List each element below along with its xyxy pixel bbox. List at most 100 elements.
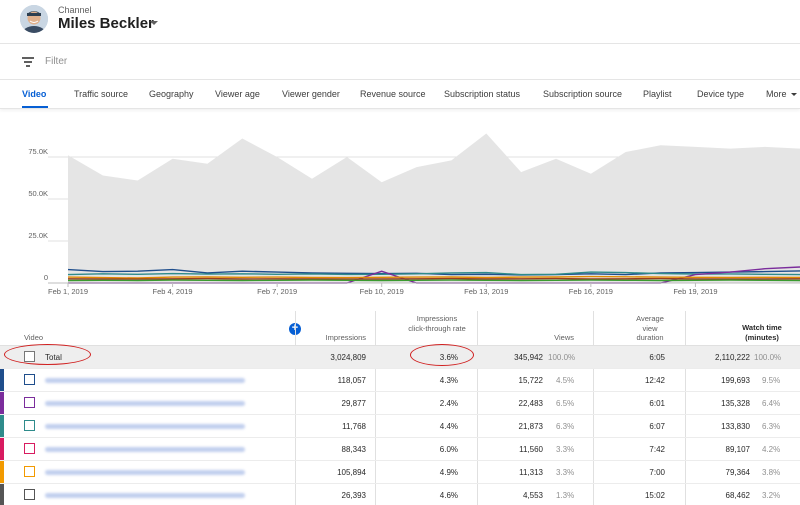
dimension-tabs: Video Traffic source Geography Viewer ag… <box>0 81 800 109</box>
blurred-video-title[interactable] <box>45 493 245 498</box>
watch-time-percent: 6.4% <box>762 399 781 408</box>
series-line <box>67 275 800 279</box>
tab-device-type[interactable]: Device type <box>697 89 745 99</box>
filter-bar[interactable]: Filter <box>0 45 800 80</box>
total-label: Total <box>45 353 62 362</box>
y-tick-label: 25.0K <box>28 231 48 240</box>
avatar[interactable] <box>20 5 48 33</box>
views-cell: 345,942 <box>514 353 543 362</box>
ctr-cell: 4.4% <box>439 422 458 431</box>
ctr-cell: 4.6% <box>439 491 458 500</box>
x-tick-label: Feb 7, 2019 <box>257 287 297 296</box>
x-tick-label: Feb 4, 2019 <box>153 287 193 296</box>
tab-viewer-gender[interactable]: Viewer gender <box>282 89 340 99</box>
series-color-bar <box>0 484 4 505</box>
table-row[interactable]: 88,343 6.0% 11,560 3.3% 7:42 89,107 4.2% <box>0 438 800 461</box>
column-divider <box>295 311 296 505</box>
y-tick-label: 0 <box>44 273 48 282</box>
header-ctr[interactable]: Impressions click-through rate <box>408 314 466 333</box>
avd-cell: 7:42 <box>649 445 665 454</box>
series-line <box>67 277 800 280</box>
tab-viewer-age[interactable]: Viewer age <box>215 89 260 99</box>
column-divider <box>477 311 478 505</box>
row-checkbox[interactable] <box>24 397 35 408</box>
tab-traffic-source[interactable]: Traffic source <box>74 89 129 99</box>
impressions-cell: 88,343 <box>341 445 366 454</box>
tab-revenue-source[interactable]: Revenue source <box>360 89 426 99</box>
series-color-bar <box>0 415 4 437</box>
filter-input[interactable]: Filter <box>45 56 68 67</box>
avd-cell: 12:42 <box>644 376 665 385</box>
views-percent: 6.3% <box>556 422 575 431</box>
avd-cell: 6:01 <box>649 399 665 408</box>
views-percent: 6.5% <box>556 399 575 408</box>
tab-subscription-status[interactable]: Subscription status <box>444 89 521 99</box>
views-cell: 4,553 <box>522 491 543 500</box>
series-line <box>67 271 800 276</box>
column-divider <box>685 311 686 505</box>
tab-playlist[interactable]: Playlist <box>643 89 672 99</box>
table-row[interactable]: 29,877 2.4% 22,483 6.5% 6:01 135,328 6.4% <box>0 392 800 415</box>
channel-name[interactable]: Miles Beckler <box>58 15 154 32</box>
row-checkbox[interactable] <box>24 351 35 362</box>
series-color-bar <box>0 461 4 483</box>
column-divider <box>375 311 376 505</box>
watch-time-cell: 135,328 <box>721 399 750 408</box>
table-row-total[interactable]: Total 3,024,809 3.6% 345,942 100.0% 6:05… <box>0 346 800 369</box>
x-tick-label: Feb 13, 2019 <box>464 287 508 296</box>
ctr-cell: 4.3% <box>439 376 458 385</box>
header-watch-time[interactable]: Watch time (minutes) <box>742 323 782 342</box>
blurred-video-title[interactable] <box>45 401 245 406</box>
x-tick-label: Feb 16, 2019 <box>569 287 613 296</box>
blurred-video-title[interactable] <box>45 378 245 383</box>
ctr-cell: 6.0% <box>439 445 458 454</box>
ctr-cell: 4.9% <box>439 468 458 477</box>
views-percent: 4.5% <box>556 376 575 385</box>
table-row[interactable]: 26,393 4.6% 4,553 1.3% 15:02 68,462 3.2% <box>0 484 800 505</box>
watch-time-percent: 100.0% <box>754 353 782 362</box>
row-checkbox[interactable] <box>24 443 35 454</box>
watch-time-cell: 199,693 <box>721 376 750 385</box>
tab-more-label: More <box>766 89 787 99</box>
header-avd[interactable]: Average view duration <box>636 314 664 342</box>
blurred-video-title[interactable] <box>45 424 245 429</box>
avd-cell: 15:02 <box>644 491 665 500</box>
tab-more[interactable]: More <box>766 89 797 99</box>
caret-down-icon <box>790 93 797 96</box>
column-divider <box>593 311 594 505</box>
impressions-cell: 3,024,809 <box>330 353 366 362</box>
table-row[interactable]: 118,057 4.3% 15,722 4.5% 12:42 199,693 9.5% <box>0 369 800 392</box>
row-checkbox[interactable] <box>24 489 35 500</box>
filter-icon[interactable] <box>22 57 34 67</box>
row-checkbox[interactable] <box>24 420 35 431</box>
x-tick-label: Feb 19, 2019 <box>673 287 717 296</box>
row-checkbox[interactable] <box>24 374 35 385</box>
tab-video[interactable]: Video <box>22 89 47 99</box>
tab-subscription-source[interactable]: Subscription source <box>543 89 623 99</box>
x-tick-label: Feb 10, 2019 <box>360 287 404 296</box>
tab-geography[interactable]: Geography <box>149 89 194 99</box>
impressions-cell: 118,057 <box>337 376 366 385</box>
blurred-video-title[interactable] <box>45 470 245 475</box>
blurred-video-title[interactable] <box>45 447 245 452</box>
table-row[interactable]: 11,768 4.4% 21,873 6.3% 6:07 133,830 6.3% <box>0 415 800 438</box>
active-tab-indicator <box>22 106 48 108</box>
watch-time-percent: 9.5% <box>762 376 781 385</box>
watch-time-cell: 133,830 <box>721 422 750 431</box>
views-percent: 3.3% <box>556 468 575 477</box>
avd-cell: 7:00 <box>649 468 665 477</box>
impressions-cell: 11,768 <box>342 422 366 431</box>
views-cell: 15,722 <box>518 376 543 385</box>
row-checkbox[interactable] <box>24 466 35 477</box>
chevron-down-icon[interactable] <box>150 21 158 25</box>
views-percent: 100.0% <box>548 353 576 362</box>
channel-label: Channel <box>58 5 92 15</box>
views-percent: 1.3% <box>556 491 575 500</box>
table-row[interactable]: 105,894 4.9% 11,313 3.3% 7:00 79,364 3.8% <box>0 461 800 484</box>
header-impressions[interactable]: Impressions <box>325 333 366 342</box>
header-views[interactable]: Views <box>554 333 574 342</box>
channel-header: Channel Miles Beckler <box>0 0 800 44</box>
header-video[interactable]: Video <box>24 333 44 342</box>
views-cell: 11,313 <box>519 468 543 477</box>
views-cell: 11,560 <box>519 445 543 454</box>
